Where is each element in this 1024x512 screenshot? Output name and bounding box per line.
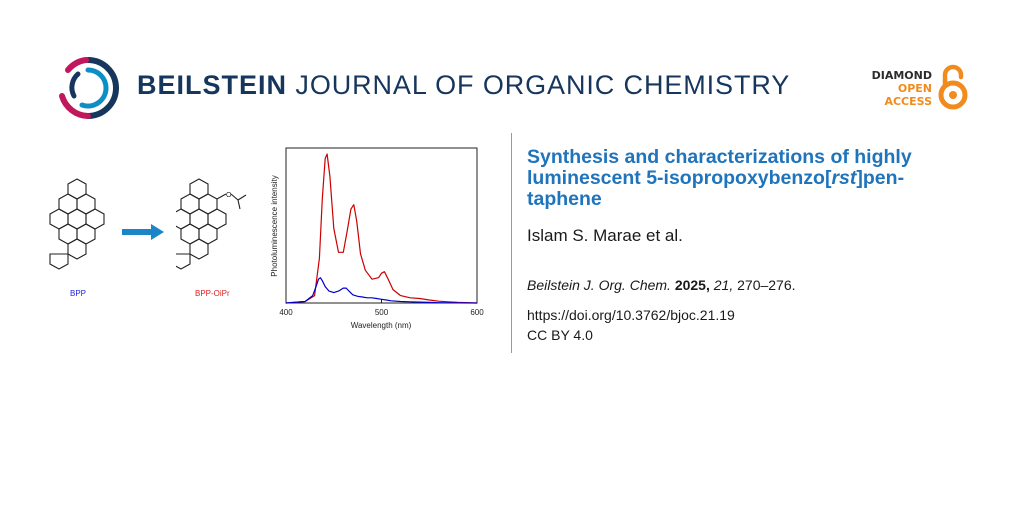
paper-title-line-1: Synthesis and characterizations of highl… [527, 146, 912, 168]
journal-name-bold: BEILSTEIN [137, 70, 288, 100]
photoluminescence-chart: 400 500 600 Photoluminescence intensity Wa… [270, 147, 484, 330]
svg-text:O: O [226, 192, 232, 199]
paper-title-line-2-italic: rst [831, 167, 857, 189]
oa-line-open: OPEN [897, 82, 932, 95]
chart-series-line-1 [285, 153, 478, 304]
oa-line-diamond: DIAMOND [871, 69, 932, 82]
right-arrow-icon [122, 224, 164, 240]
open-access-badge: DIAMOND OPEN ACCESS [872, 69, 932, 108]
molecule-bpp-label: BPP [70, 289, 87, 298]
divider [511, 133, 512, 353]
paper-title-line-2: luminescent 5-isopropoxybenzo[rst]pen- [527, 168, 967, 189]
citation-pages: 270–276. [737, 277, 796, 293]
molecule-bpp [49, 178, 105, 270]
chart-series-line-2 [285, 277, 478, 304]
molecule-bpp-oipr: O [176, 178, 247, 270]
open-lock-icon [938, 64, 968, 110]
chart-ylabel: Photoluminescence intensity [270, 175, 279, 276]
citation-year: 2025, [674, 277, 710, 293]
chart-xtick-label: 500 [375, 308, 389, 317]
oa-line-access: ACCESS [884, 95, 932, 108]
chart-xtick-label: 400 [279, 308, 293, 317]
chart-xlabel: Wavelength (nm) [351, 321, 412, 330]
paper-title: Synthesis and characterizations of highl… [527, 147, 967, 210]
chart-plot-frame [285, 147, 478, 304]
paper-authors: Islam S. Marae et al. [527, 226, 683, 245]
paper-license: CC BY 4.0 [527, 327, 593, 343]
chart-xtick-label: 600 [470, 308, 484, 317]
citation-volume: 21, [713, 277, 734, 293]
journal-logo-icon [59, 57, 119, 119]
citation-journal: Beilstein J. Org. Chem. [527, 277, 671, 293]
paper-doi-link[interactable]: https://doi.org/10.3762/bjoc.21.19 [527, 307, 735, 323]
paper-title-line-3: taphene [527, 188, 602, 210]
molecule-bpp-oipr-label: BPP-OiPr [195, 289, 230, 298]
journal-name-rest: JOURNAL OF ORGANIC CHEMISTRY [287, 70, 791, 100]
journal-name: BEILSTEIN JOURNAL OF ORGANIC CHEMISTRY [137, 70, 790, 101]
paper-citation: Beilstein J. Org. Chem. 2025, 21, 270–27… [527, 277, 796, 293]
paper-title-line-2-post: ]pen- [856, 167, 905, 189]
paper-title-line-2-pre: luminescent 5-isopropoxybenzo[ [527, 167, 832, 189]
